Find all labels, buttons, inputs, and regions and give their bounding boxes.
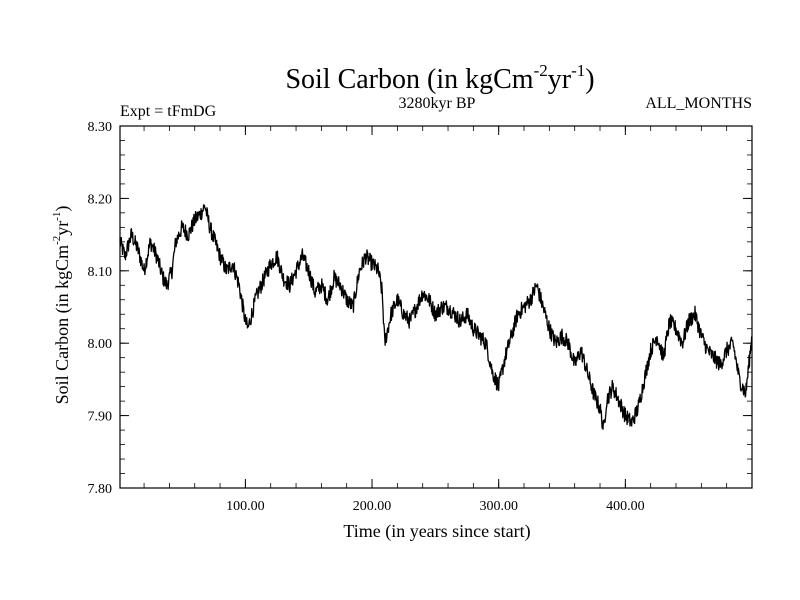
y-tick-label: 8.20 xyxy=(88,192,113,207)
experiment-label: Expt = tFmDG xyxy=(120,103,217,120)
plot-frame xyxy=(119,125,753,489)
y-axis-label: Soil Carbon (in kgCm-2yr-1) xyxy=(51,206,73,405)
y-tick-label: 8.30 xyxy=(88,120,113,135)
y-tick-label: 7.80 xyxy=(88,482,113,497)
x-tick-label: 100.00 xyxy=(226,499,265,514)
period-label: 3280kyr BP xyxy=(399,95,476,112)
y-tick-label: 8.00 xyxy=(88,337,113,352)
series-line xyxy=(119,204,753,430)
x-axis-label: Time (in years since start) xyxy=(343,521,530,542)
x-tick-label: 400.00 xyxy=(606,499,645,514)
x-tick-label: 300.00 xyxy=(479,499,518,514)
y-tick-label: 7.90 xyxy=(88,410,113,425)
chart-title: Soil Carbon (in kgCm-2yr-1) xyxy=(285,61,594,95)
months-label: ALL_MONTHS xyxy=(645,95,752,112)
y-tick-label: 8.10 xyxy=(88,265,113,280)
x-tick-label: 200.00 xyxy=(353,499,392,514)
